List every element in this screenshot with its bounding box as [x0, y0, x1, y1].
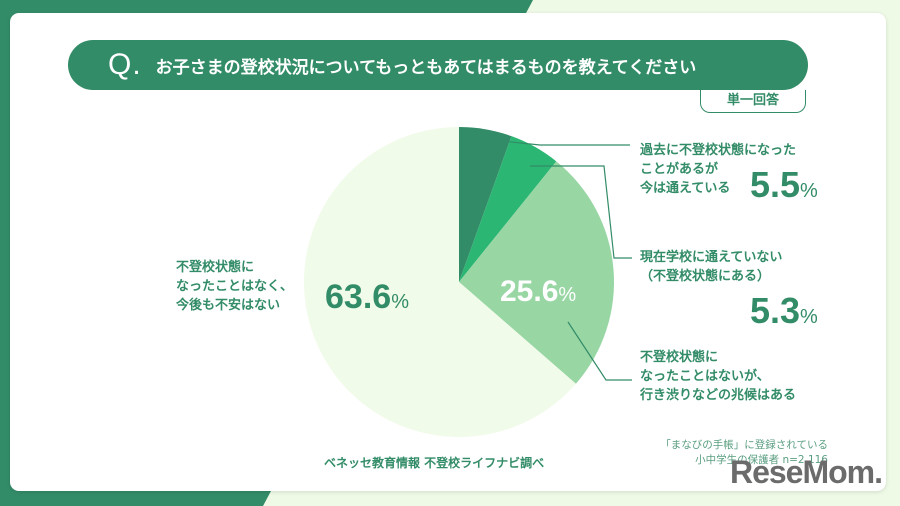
label-line: 行き渋りなどの兆候はある: [640, 388, 797, 403]
note-line: 「まなびの手帳」に登録されている: [660, 439, 828, 451]
pie-slice: [459, 136, 557, 282]
value-signs: 25.6%: [500, 275, 576, 309]
note-line: 小中学生の保護者 n=2,116: [695, 454, 828, 466]
value-unit: %: [800, 306, 818, 328]
value-past-absence: 5.5%: [750, 164, 818, 206]
leader-line: [567, 321, 632, 381]
label-line: ことがあるが: [640, 162, 719, 177]
label-signs: 不登校状態に なったことはないが、 行き渋りなどの兆候はある: [640, 348, 796, 405]
label-past-absence: 過去に不登校状態になった ことがあるが 今は通えている: [640, 141, 796, 198]
label-line: 不登校状態に: [176, 260, 255, 275]
pie-slice: [459, 127, 512, 282]
label-line: 現在学校に通えていない: [640, 250, 783, 265]
resemom-watermark: ReseMom.: [729, 454, 883, 490]
label-line: 今後も不安はない: [176, 298, 281, 313]
value-number: 25.6: [500, 275, 559, 308]
value-unit: %: [558, 284, 577, 306]
value-no-issue: 63.6%: [325, 278, 409, 317]
label-line: 過去に不登校状態になった: [640, 143, 797, 158]
leader-line: [491, 139, 630, 146]
question-banner: Q. お子さまの登校状況についてもっともあてはまるものを教えてください: [68, 40, 808, 90]
label-line: なったことはなく、: [176, 279, 294, 294]
question-text: お子さまの登校状況についてもっともあてはまるものを教えてください: [155, 57, 697, 78]
label-current-absence: 現在学校に通えていない （不登校状態にある）: [640, 248, 782, 286]
value-current-absence: 5.3%: [750, 290, 818, 332]
source-credit: ベネッセ教育情報 不登校ライフナビ調べ: [324, 456, 545, 470]
leader-line: [530, 165, 632, 259]
answer-type-tag: 単一回答: [700, 90, 806, 113]
value-unit: %: [800, 180, 818, 202]
value-unit: %: [391, 291, 409, 313]
value-number: 5.5: [750, 164, 801, 205]
value-number: 63.6: [325, 278, 392, 316]
pie-slice: [303, 127, 576, 437]
value-number: 5.3: [750, 290, 801, 331]
question-mark: Q.: [108, 48, 142, 81]
label-no-issue: 不登校状態に なったことはなく、 今後も不安はない: [176, 258, 293, 315]
sample-note: 「まなびの手帳」に登録されている 小中学生の保護者 n=2,116: [660, 438, 828, 468]
label-line: （不登校状態にある）: [640, 269, 771, 284]
label-line: 不登校状態に: [640, 350, 719, 365]
label-line: なったことはないが、: [640, 369, 770, 384]
pie-slice: [459, 161, 614, 384]
label-line: 今は通えている: [640, 181, 731, 196]
